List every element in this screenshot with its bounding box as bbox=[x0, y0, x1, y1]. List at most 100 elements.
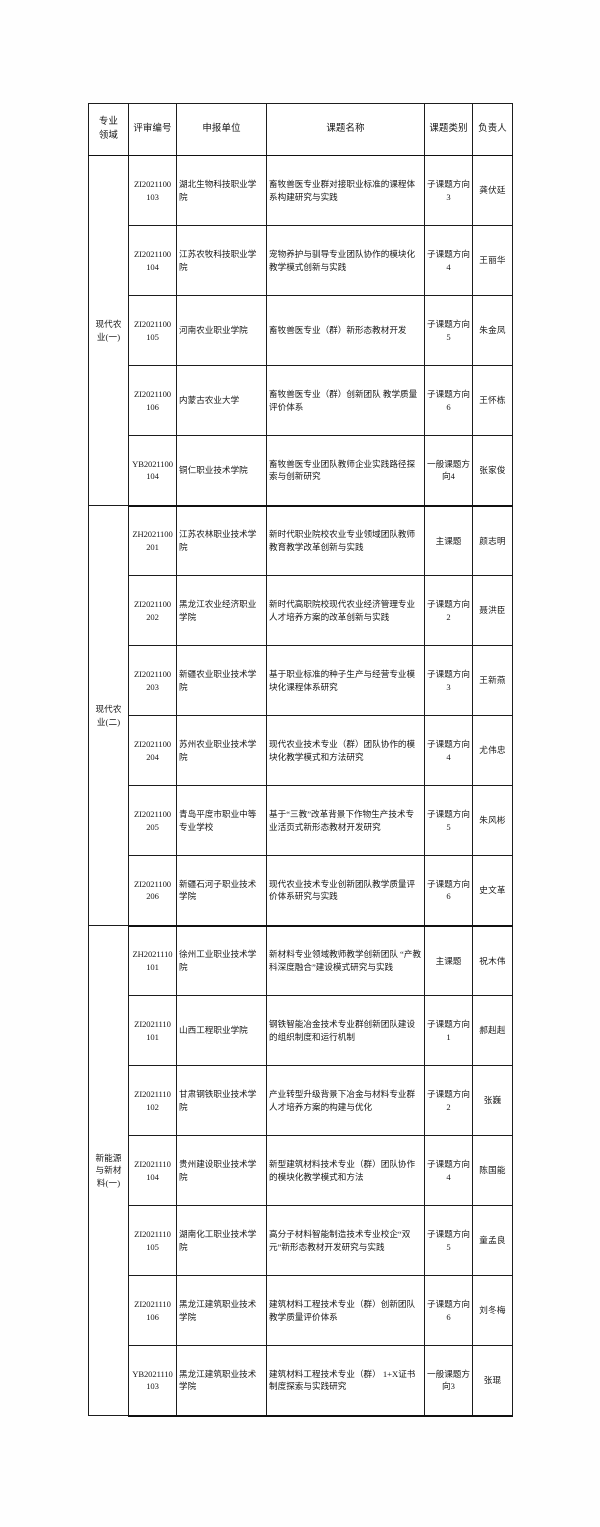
code-line: ZI2021100 bbox=[134, 878, 171, 889]
cell-review-code: YB2021110 103 bbox=[128, 1345, 177, 1417]
cell-applicant-unit: 新疆农业职业技术学院 bbox=[176, 645, 267, 716]
header-row: 专业 领域 评审编号 申报单位 课题名称 课题类别 负责人 bbox=[88, 103, 513, 156]
code-line: YB2021100 bbox=[132, 458, 173, 469]
cell-project-title: 基于职业标准的种子生产与经营专业模块化课程体系研究 bbox=[266, 645, 425, 716]
cell-project-title: 畜牧兽医专业（群）新形态教材开发 bbox=[266, 295, 425, 366]
cell-project-title: 建筑材料工程技术专业（群）创新团队教学质量评价体系 bbox=[266, 1275, 425, 1346]
code-line: ZH2021100 bbox=[132, 529, 173, 540]
table-row: ZI2021100 203 新疆农业职业技术学院 基于职业标准的种子生产与经营专业模块… bbox=[89, 645, 513, 716]
table-row: 现代农 业(一) ZI2021100 103 湖北生物科技职业学院 畜牧兽医专业群对接职业… bbox=[88, 155, 513, 506]
code-line: 203 bbox=[146, 681, 159, 692]
table-row: 现代农 业(二) ZH2021100 201 江苏农林职业技术学院 新时代职业院校农业专业… bbox=[88, 505, 513, 926]
cell-review-code: ZI2021100 206 bbox=[128, 855, 177, 927]
cell-person-in-charge: 郝赳赳 bbox=[472, 995, 513, 1066]
column-header-category: 课题类别 bbox=[424, 103, 473, 156]
cell-professional-field: 现代农 业(一) bbox=[88, 155, 129, 506]
field-line: 业(二) bbox=[96, 716, 121, 727]
cell-project-category: 子课题方向6 bbox=[424, 855, 473, 927]
cell-applicant-unit: 湖南化工职业技术学院 bbox=[176, 1205, 267, 1276]
table-row: YB2021110 103 黑龙江建筑职业技术学院 建筑材料工程技术专业（群） 1+X… bbox=[89, 1345, 513, 1417]
cell-person-in-charge: 朱风彬 bbox=[472, 785, 513, 856]
cell-professional-field: 新能源 与新材 料(一) bbox=[88, 925, 129, 1416]
cell-project-category: 一般课题方向4 bbox=[424, 435, 473, 507]
code-line: 201 bbox=[146, 541, 159, 552]
cell-project-category: 子课题方向2 bbox=[424, 575, 473, 646]
cell-person-in-charge: 王新燕 bbox=[472, 645, 513, 716]
cell-project-title: 畜牧兽医专业团队教师企业实践路径探索与创新研究 bbox=[266, 435, 425, 507]
column-header-unit: 申报单位 bbox=[176, 103, 267, 156]
code-line: 101 bbox=[146, 1031, 159, 1042]
code-line: ZI2021100 bbox=[134, 669, 171, 680]
code-line: 102 bbox=[146, 1101, 159, 1112]
cell-applicant-unit: 内蒙古农业大学 bbox=[176, 365, 267, 436]
cell-project-category: 子课题方向5 bbox=[424, 295, 473, 366]
cell-project-category: 子课题方向4 bbox=[424, 715, 473, 786]
cell-person-in-charge: 张琨 bbox=[472, 1345, 513, 1417]
cell-review-code: ZI2021110 102 bbox=[128, 1065, 177, 1136]
cell-person-in-charge: 陈国能 bbox=[472, 1135, 513, 1206]
cell-project-title: 新时代职业院校农业专业领域团队教师教育教学改革创新与实践 bbox=[266, 505, 425, 576]
table-row: ZI2021100 105 河南农业职业学院 畜牧兽医专业（群）新形态教材开发 子课题方… bbox=[89, 295, 513, 366]
cell-project-category: 子课题方向4 bbox=[424, 225, 473, 296]
cell-person-in-charge: 王丽华 bbox=[472, 225, 513, 296]
cell-applicant-unit: 河南农业职业学院 bbox=[176, 295, 267, 366]
cell-applicant-unit: 山西工程职业学院 bbox=[176, 995, 267, 1066]
code-line: 103 bbox=[146, 1381, 159, 1392]
code-line: ZI2021110 bbox=[134, 1019, 171, 1030]
cell-project-title: 基于“三教”改革背景下作物生产技术专业活页式新形态教材开发研究 bbox=[266, 785, 425, 856]
cell-applicant-unit: 铜仁职业技术学院 bbox=[176, 435, 267, 507]
cell-applicant-unit: 黑龙江农业经济职业学院 bbox=[176, 575, 267, 646]
cell-applicant-unit: 苏州农业职业技术学院 bbox=[176, 715, 267, 786]
cell-project-category: 主课题 bbox=[424, 505, 473, 576]
table-row: ZI2021110 105 湖南化工职业技术学院 高分子材料智能制造技术专业校企“双元… bbox=[89, 1205, 513, 1276]
cell-project-title: 宠物养护与驯导专业团队协作的模块化教学模式创新与实践 bbox=[266, 225, 425, 296]
cell-review-code: ZI2021100 103 bbox=[128, 155, 177, 226]
cell-review-code: YB2021100 104 bbox=[128, 435, 177, 507]
table-row: ZI2021110 106 黑龙江建筑职业技术学院 建筑材料工程技术专业（群）创新团队… bbox=[89, 1275, 513, 1346]
cell-review-code: ZI2021110 104 bbox=[128, 1135, 177, 1206]
code-line: ZI2021110 bbox=[134, 1299, 171, 1310]
cell-project-category: 子课题方向2 bbox=[424, 1065, 473, 1136]
cell-project-title: 高分子材料智能制造技术专业校企“双元”新形态教材开发研究与实践 bbox=[266, 1205, 425, 1276]
cell-applicant-unit: 黑龙江建筑职业技术学院 bbox=[176, 1345, 267, 1417]
table-row: 新能源 与新材 料(一) ZH2021110 101 徐州工业职业技术学院 新材料专业领域教… bbox=[88, 925, 513, 1416]
column-header-title: 课题名称 bbox=[266, 103, 425, 156]
cell-project-title: 新型建筑材料技术专业（群）团队协作的模块化教学模式和方法 bbox=[266, 1135, 425, 1206]
code-line: 205 bbox=[146, 821, 159, 832]
cell-applicant-unit: 江苏农牧科技职业学院 bbox=[176, 225, 267, 296]
code-line: ZI2021100 bbox=[134, 319, 171, 330]
table-row: ZI2021110 102 甘肃钢铁职业技术学院 产业转型升级背景下冶金与材料专业群人… bbox=[89, 1065, 513, 1136]
table-row: ZI2021100 204 苏州农业职业技术学院 现代农业技术专业（群）团队协作的模块… bbox=[89, 715, 513, 786]
code-line: ZI2021110 bbox=[134, 1159, 171, 1170]
cell-project-title: 畜牧兽医专业群对接职业标准的课程体系构建研究与实践 bbox=[266, 155, 425, 226]
cell-review-code: ZI2021100 202 bbox=[128, 575, 177, 646]
code-line: ZI2021100 bbox=[134, 739, 171, 750]
field-line: 业(一) bbox=[96, 331, 121, 342]
cell-review-code: ZI2021110 105 bbox=[128, 1205, 177, 1276]
table-row: ZI2021100 104 江苏农牧科技职业学院 宠物养护与驯导专业团队协作的模块化教… bbox=[89, 225, 513, 296]
table-row: ZI2021110 104 贵州建设职业技术学院 新型建筑材料技术专业（群）团队协作的… bbox=[89, 1135, 513, 1206]
cell-review-code: ZI2021100 203 bbox=[128, 645, 177, 716]
table-body: 现代农 业(一) ZI2021100 103 湖北生物科技职业学院 畜牧兽医专业群对接职业… bbox=[88, 155, 513, 1417]
cell-applicant-unit: 贵州建设职业技术学院 bbox=[176, 1135, 267, 1206]
code-line: 101 bbox=[146, 961, 159, 972]
table-row: ZI2021100 205 青岛平度市职业中等专业学校 基于“三教”改革背景下作物生产… bbox=[89, 785, 513, 856]
table-row: YB2021100 104 铜仁职业技术学院 畜牧兽医专业团队教师企业实践路径探索与创… bbox=[89, 435, 513, 507]
cell-person-in-charge: 朱金凤 bbox=[472, 295, 513, 366]
cell-review-code: ZI2021110 106 bbox=[128, 1275, 177, 1346]
code-line: ZI2021100 bbox=[134, 249, 171, 260]
code-line: ZI2021100 bbox=[134, 179, 171, 190]
code-line: 104 bbox=[146, 1171, 159, 1182]
cell-project-category: 子课题方向3 bbox=[424, 155, 473, 226]
cell-person-in-charge: 尤伟忠 bbox=[472, 715, 513, 786]
header-field-line1: 专业 bbox=[98, 116, 119, 127]
cell-review-code: ZH2021110 101 bbox=[128, 925, 177, 996]
cell-applicant-unit: 新疆石河子职业技术学院 bbox=[176, 855, 267, 927]
cell-project-title: 钢铁智能冶金技术专业群创新团队建设的组织制度和运行机制 bbox=[266, 995, 425, 1066]
field-line: 现代农 bbox=[95, 319, 122, 330]
cell-person-in-charge: 聂洪臣 bbox=[472, 575, 513, 646]
cell-project-category: 子课题方向5 bbox=[424, 785, 473, 856]
code-line: 204 bbox=[146, 751, 159, 762]
code-line: ZI2021100 bbox=[134, 389, 171, 400]
cell-project-title: 产业转型升级背景下冶金与材料专业群人才培养方案的构建与优化 bbox=[266, 1065, 425, 1136]
